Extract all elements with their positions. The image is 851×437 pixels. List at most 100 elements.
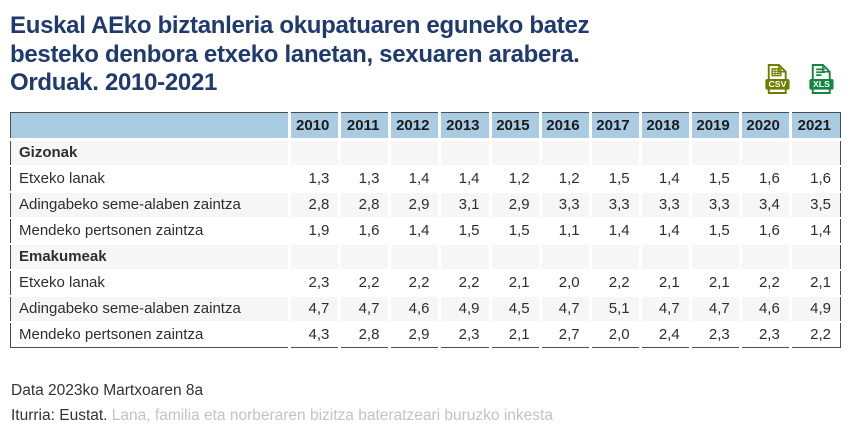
- value-cell: 2,9: [490, 191, 542, 219]
- download-xls-button[interactable]: XLS: [806, 63, 835, 95]
- value-cell: 2,1: [490, 269, 542, 297]
- value-cell: 3,3: [640, 191, 692, 219]
- csv-file-icon: CSV: [765, 64, 790, 94]
- year-header: 2020: [740, 112, 792, 141]
- empty-cell: [790, 243, 841, 271]
- table-body: Gizonak Etxeko lanak 1,3 1,3 1,4 1,4 1,2 1,2 1,5…: [10, 139, 841, 348]
- source-survey-link[interactable]: Lana, familia eta norberaren bizitza bat…: [111, 407, 553, 424]
- value-cell: 2,3: [740, 321, 792, 348]
- year-header: 2013: [439, 112, 492, 141]
- value-cell: 4,7: [690, 295, 742, 323]
- row-label: Mendeko pertsonen zaintza: [10, 217, 292, 245]
- row-label: Adingabeko seme-alaben zaintza: [10, 191, 292, 219]
- value-cell: 1,6: [740, 165, 792, 193]
- empty-cell: [439, 139, 492, 167]
- value-cell: 1,1: [540, 217, 592, 245]
- value-cell: 4,9: [439, 295, 492, 323]
- value-cell: 4,7: [640, 295, 692, 323]
- value-cell: 4,5: [490, 295, 542, 323]
- value-cell: 4,3: [289, 321, 342, 348]
- value-cell: 1,6: [339, 217, 392, 245]
- value-cell: 2,3: [690, 321, 742, 348]
- section-label: Emakumeak: [10, 243, 292, 271]
- value-cell: 2,2: [740, 269, 792, 297]
- value-cell: 3,3: [590, 191, 642, 219]
- value-cell: 1,3: [339, 165, 392, 193]
- value-cell: 1,9: [289, 217, 342, 245]
- section-row: Gizonak: [10, 139, 841, 167]
- value-cell: 2,1: [790, 269, 841, 297]
- value-cell: 1,5: [590, 165, 642, 193]
- section-row: Emakumeak: [10, 243, 841, 271]
- empty-cell: [289, 139, 342, 167]
- empty-cell: [339, 139, 392, 167]
- empty-cell: [540, 139, 592, 167]
- value-cell: 1,4: [790, 217, 841, 245]
- row-label: Etxeko lanak: [10, 165, 292, 193]
- data-row: Mendeko pertsonen zaintza 4,3 2,8 2,9 2,3 2,1…: [10, 321, 841, 348]
- empty-cell: [439, 243, 492, 271]
- download-csv-button[interactable]: CSV: [762, 63, 791, 95]
- corner-cell: [10, 112, 292, 141]
- value-cell: 2,3: [439, 321, 492, 348]
- export-buttons: CSV XLS: [762, 63, 835, 95]
- value-cell: 2,8: [289, 191, 342, 219]
- value-cell: 4,7: [540, 295, 592, 323]
- empty-cell: [289, 243, 342, 271]
- empty-cell: [690, 243, 742, 271]
- empty-cell: [490, 139, 542, 167]
- value-cell: 2,9: [389, 321, 442, 348]
- value-cell: 1,5: [690, 217, 742, 245]
- empty-cell: [389, 243, 442, 271]
- value-cell: 1,6: [740, 217, 792, 245]
- value-cell: 4,7: [339, 295, 392, 323]
- value-cell: 1,5: [490, 217, 542, 245]
- empty-cell: [640, 243, 692, 271]
- value-cell: 1,4: [389, 217, 442, 245]
- value-cell: 3,3: [540, 191, 592, 219]
- year-header: 2019: [690, 112, 742, 141]
- title-line-2: besteko denbora etxeko lanetan, sexuaren…: [10, 40, 580, 68]
- value-cell: 1,5: [439, 217, 492, 245]
- value-cell: 2,7: [540, 321, 592, 348]
- value-cell: 4,6: [740, 295, 792, 323]
- value-cell: 5,1: [590, 295, 642, 323]
- value-cell: 1,4: [439, 165, 492, 193]
- value-cell: 1,4: [389, 165, 442, 193]
- empty-cell: [690, 139, 742, 167]
- row-label: Etxeko lanak: [10, 269, 292, 297]
- empty-cell: [740, 139, 792, 167]
- empty-cell: [740, 243, 792, 271]
- value-cell: 2,0: [540, 269, 592, 297]
- value-cell: 2,9: [389, 191, 442, 219]
- value-cell: 4,9: [790, 295, 841, 323]
- value-cell: 2,2: [790, 321, 841, 348]
- year-header: 2018: [640, 112, 692, 141]
- value-cell: 1,2: [540, 165, 592, 193]
- value-cell: 2,4: [640, 321, 692, 348]
- value-cell: 3,4: [740, 191, 792, 219]
- data-row: Etxeko lanak 2,3 2,2 2,2 2,2 2,1 2,0 2,2 2,1 2,1 2…: [10, 269, 841, 297]
- year-header: 2012: [389, 112, 442, 141]
- data-date: Data 2023ko Martxoaren 8a: [11, 382, 204, 399]
- source-line: Iturria: Eustat. Lana, familia eta norbe…: [11, 407, 553, 425]
- empty-cell: [389, 139, 442, 167]
- data-row: Adingabeko seme-alaben zaintza 4,7 4,7 4,6 4…: [10, 295, 841, 323]
- value-cell: 2,3: [289, 269, 342, 297]
- data-row: Adingabeko seme-alaben zaintza 2,8 2,8 2,9 3…: [10, 191, 841, 219]
- value-cell: 2,0: [590, 321, 642, 348]
- value-cell: 2,2: [339, 269, 392, 297]
- value-cell: 1,4: [640, 217, 692, 245]
- title-line-1: Euskal AEko biztanleria okupatuaren egun…: [10, 12, 590, 39]
- data-row: Etxeko lanak 1,3 1,3 1,4 1,4 1,2 1,2 1,5 1,4 1,5 1…: [10, 165, 841, 193]
- empty-cell: [339, 243, 392, 271]
- value-cell: 2,1: [690, 269, 742, 297]
- row-label: Mendeko pertsonen zaintza: [10, 321, 292, 348]
- year-header-row: 2010 2011 2012 2013 2015 2016 2017 2018 2019 2020…: [10, 112, 841, 141]
- year-header: 2016: [540, 112, 592, 141]
- year-header: 2010: [289, 112, 342, 141]
- year-header: 2017: [590, 112, 642, 141]
- year-header: 2015: [490, 112, 542, 141]
- page-title: Euskal AEko biztanleria okupatuaren egun…: [10, 12, 730, 98]
